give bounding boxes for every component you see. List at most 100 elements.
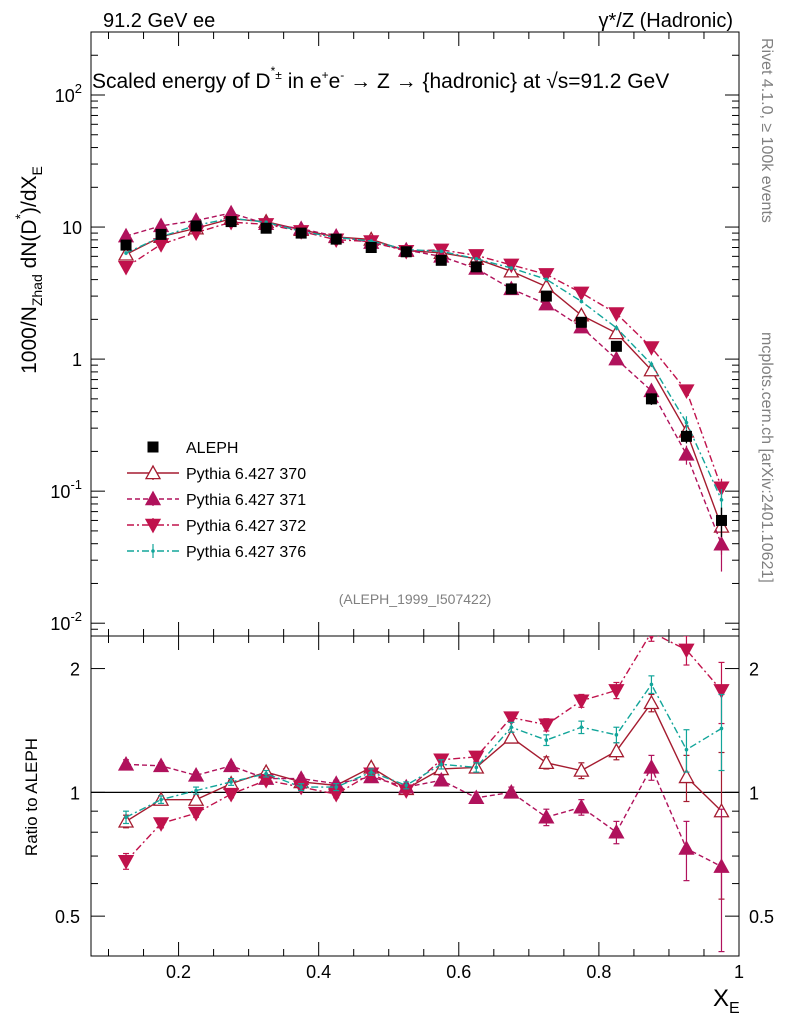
series-point-main	[608, 350, 625, 366]
y-tick-label: 10-2	[50, 609, 82, 634]
series-point-ratio	[719, 726, 724, 731]
series-point-main	[503, 258, 520, 274]
series-point-ratio	[117, 755, 135, 771]
series-point-ratio	[614, 733, 619, 737]
series-point-ratio	[194, 788, 198, 793]
x-tick-label: 0.6	[446, 962, 471, 982]
series-point-ratio	[648, 636, 655, 641]
series-point-main	[474, 256, 479, 261]
data-point	[715, 514, 727, 526]
series-point-main	[608, 324, 625, 340]
header-left: 91.2 GeV ee	[103, 10, 215, 32]
series-point-ratio	[334, 785, 338, 789]
data-point	[680, 430, 692, 442]
series-point-ratio	[439, 762, 444, 767]
y-tick-label: 10	[62, 218, 82, 238]
data-point	[155, 228, 167, 240]
mcplots-label: mcplots.cern.ch [arXiv:2401.10621]	[758, 332, 775, 583]
series-point-main	[684, 420, 689, 425]
legend-marker	[151, 549, 155, 553]
series-point-ratio	[573, 694, 590, 710]
series-point-main	[439, 249, 444, 254]
legend-marker	[144, 518, 162, 534]
legend-label: Pythia 6.427 370	[186, 466, 306, 483]
series-point-ratio	[579, 725, 584, 730]
series-point-main	[608, 307, 625, 322]
plot-title: Scaled energy of D*± in e+e- → Z → {hadr…	[92, 64, 669, 93]
legend-label: Pythia 6.427 372	[186, 518, 306, 535]
series-point-ratio	[643, 759, 660, 774]
analysis-watermark: (ALEPH_1999_I507422)	[339, 591, 492, 607]
series-point-main	[649, 362, 654, 366]
data-point	[225, 216, 237, 228]
series-point-ratio	[187, 791, 205, 806]
series-line-main	[125, 212, 723, 545]
series-point-ratio	[608, 742, 625, 758]
legend-label: Pythia 6.427 371	[186, 492, 306, 509]
series-point-ratio	[509, 725, 514, 730]
ratio-y-label: Ratio to ALEPH	[22, 738, 41, 856]
series-point-ratio	[573, 762, 590, 777]
series-point-ratio	[117, 854, 135, 870]
series-point-ratio	[713, 684, 730, 699]
series-point-main	[544, 277, 549, 282]
series-point-ratio	[152, 757, 170, 773]
ratio-y-tick-label: 2	[70, 660, 80, 680]
series-point-main	[678, 446, 695, 461]
series-point-main	[614, 326, 619, 330]
legend-label: Pythia 6.427 376	[186, 544, 306, 561]
data-point	[435, 254, 447, 266]
data-point	[540, 290, 552, 302]
x-axis-label: XE	[713, 985, 740, 1017]
series-point-ratio	[608, 684, 625, 699]
data-point	[330, 233, 342, 245]
ratio-frame	[90, 635, 740, 957]
series-point-main	[643, 341, 660, 356]
series-point-main	[538, 295, 555, 311]
series-point-ratio	[503, 729, 520, 744]
ratio-y-tick-label: 1	[70, 783, 80, 803]
data-point	[505, 283, 517, 295]
series-point-ratio	[223, 757, 240, 773]
series-point-ratio	[124, 815, 128, 820]
series-point-main	[369, 239, 374, 243]
series-point-ratio	[468, 750, 485, 766]
series-point-ratio	[678, 768, 695, 784]
data-point	[575, 316, 587, 328]
series-line-main	[125, 221, 723, 488]
legend-marker	[144, 490, 162, 506]
series-line-ratio	[125, 763, 722, 868]
x-tick-label: 0.2	[166, 962, 191, 982]
data-point	[610, 340, 622, 352]
series-point-main	[678, 384, 695, 399]
series-point-ratio	[643, 694, 660, 710]
series-point-main	[713, 481, 730, 497]
series-point-main	[124, 251, 128, 255]
series-line-ratio	[125, 636, 723, 862]
series-point-ratio	[503, 784, 520, 799]
series-point-ratio	[152, 817, 170, 832]
y-tick-label: 102	[55, 81, 82, 106]
series-point-main	[538, 268, 555, 283]
series-point-ratio	[404, 783, 409, 788]
series-point-ratio	[678, 643, 695, 659]
series-point-ratio	[503, 711, 520, 726]
x-tick-label: 0.4	[306, 962, 331, 982]
data-point	[365, 242, 377, 254]
main-y-label: 1000/NZhad dN(D*)/dXE	[12, 166, 45, 374]
series-point-main	[579, 299, 584, 304]
series-point-main	[468, 249, 485, 264]
y-tick-label: 1	[72, 350, 82, 370]
series-point-main	[719, 498, 724, 502]
data-point	[120, 239, 132, 251]
series-point-main	[509, 266, 514, 270]
series-point-ratio	[684, 747, 689, 752]
series-point-ratio	[187, 766, 205, 782]
series-point-ratio	[369, 770, 374, 774]
series-point-ratio	[573, 798, 590, 814]
series-point-ratio	[264, 771, 268, 776]
ratio-y-tick-label-right: 0.5	[749, 907, 774, 927]
series-point-ratio	[187, 806, 205, 822]
series-point-main	[117, 260, 135, 276]
